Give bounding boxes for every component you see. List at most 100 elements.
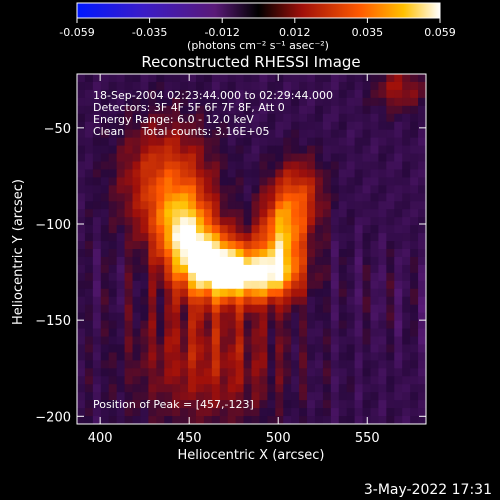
heatmap-cell: [378, 185, 387, 194]
heatmap-cell: [370, 392, 380, 401]
heatmap-cell: [283, 272, 292, 282]
heatmap-cell: [267, 408, 276, 417]
heatmap-cell: [275, 368, 284, 377]
heatmap-cell: [330, 185, 340, 194]
heatmap-cell: [172, 201, 181, 210]
heatmap-cell: [394, 416, 403, 424]
heatmap-cell: [195, 113, 205, 123]
heatmap-cell: [219, 137, 229, 147]
heatmap-cell: [108, 400, 118, 409]
heatmap-cell: [307, 304, 316, 314]
heatmap-cell: [243, 288, 253, 298]
heatmap-cell: [235, 161, 245, 171]
heatmap-cell: [132, 161, 142, 171]
heatmap-cell: [219, 312, 229, 322]
heatmap-cell: [346, 384, 356, 393]
heatmap-cell: [172, 400, 181, 409]
heatmap-cell: [299, 105, 308, 115]
heatmap-cell: [267, 264, 276, 274]
heatmap-cell: [299, 217, 308, 226]
heatmap-cell: [100, 241, 110, 250]
heatmap-cell: [195, 392, 205, 401]
heatmap-cell: [314, 416, 324, 424]
heatmap-cell: [251, 352, 261, 361]
heatmap-cell: [84, 360, 94, 369]
heatmap-cell: [164, 296, 173, 306]
heatmap-cell: [402, 169, 411, 179]
heatmap-cell: [180, 408, 189, 417]
heatmap-cell: [219, 336, 229, 346]
heatmap-cell: [354, 296, 364, 306]
heatmap-cell: [354, 217, 364, 226]
heatmap-cell: [180, 209, 189, 218]
heatmap-cell: [77, 193, 86, 202]
heatmap-cell: [195, 280, 205, 290]
heatmap-cell: [219, 264, 229, 274]
heatmap-cell: [172, 105, 181, 115]
heatmap-cell: [259, 384, 268, 393]
heatmap-cell: [188, 97, 197, 107]
heatmap-cell: [378, 288, 387, 298]
heatmap-cell: [275, 376, 284, 385]
heatmap-cell: [140, 304, 149, 314]
chart-title: Reconstructed RHESSI Image: [141, 53, 360, 71]
heatmap-cell: [259, 416, 268, 424]
heatmap-cell: [259, 296, 268, 306]
heatmap-cell: [267, 233, 276, 242]
heatmap-cell: [219, 217, 229, 226]
heatmap-cell: [116, 201, 126, 210]
heatmap-cell: [330, 121, 340, 131]
heatmap-cell: [418, 217, 426, 226]
heatmap-cell: [275, 97, 284, 107]
heatmap-cell: [346, 153, 356, 163]
heatmap-cell: [77, 249, 86, 258]
heatmap-cell: [219, 304, 229, 314]
heatmap-cell: [338, 185, 348, 194]
heatmap-cell: [156, 193, 165, 202]
heatmap-cell: [394, 193, 403, 202]
heatmap-cell: [124, 376, 134, 385]
heatmap-cell: [148, 328, 157, 338]
heatmap-cell: [140, 344, 149, 354]
heatmap-cell: [362, 249, 372, 258]
heatmap-cell: [394, 161, 403, 171]
heatmap-cell: [346, 360, 356, 369]
heatmap-cell: [195, 400, 205, 409]
heatmap-cell: [418, 304, 426, 314]
heatmap-cell: [346, 352, 356, 361]
heatmap-cell: [275, 233, 284, 242]
heatmap-cell: [132, 256, 142, 266]
heatmap-cell: [172, 256, 181, 266]
heatmap-cell: [140, 225, 149, 234]
heatmap-cell: [195, 312, 205, 322]
heatmap-cell: [156, 320, 165, 330]
heatmap-cell: [188, 185, 197, 194]
heatmap-cell: [172, 97, 181, 107]
heatmap-cell: [219, 400, 229, 409]
heatmap-cell: [156, 137, 165, 147]
heatmap-cell: [211, 209, 221, 218]
heatmap-cell: [140, 153, 149, 163]
heatmap-cell: [338, 241, 348, 250]
heatmap-cell: [267, 89, 276, 99]
heatmap-cell: [148, 193, 157, 202]
heatmap-cell: [322, 392, 332, 401]
heatmap-cell: [156, 280, 165, 290]
heatmap-cell: [116, 256, 126, 266]
heatmap-cell: [291, 328, 300, 338]
heatmap-cell: [203, 408, 213, 417]
heatmap-cell: [259, 272, 268, 282]
heatmap-cell: [291, 89, 300, 99]
heatmap-cell: [235, 296, 245, 306]
heatmap-cell: [299, 256, 308, 266]
heatmap-cell: [203, 249, 213, 258]
heatmap-cell: [267, 304, 276, 314]
heatmap-cell: [251, 288, 261, 298]
heatmap-cell: [354, 137, 364, 147]
heatmap-cell: [370, 105, 380, 115]
heatmap-cell: [354, 256, 364, 266]
heatmap-cell: [164, 320, 173, 330]
heatmap-cell: [116, 225, 126, 234]
heatmap-cell: [330, 177, 340, 186]
heatmap-cell: [275, 344, 284, 354]
